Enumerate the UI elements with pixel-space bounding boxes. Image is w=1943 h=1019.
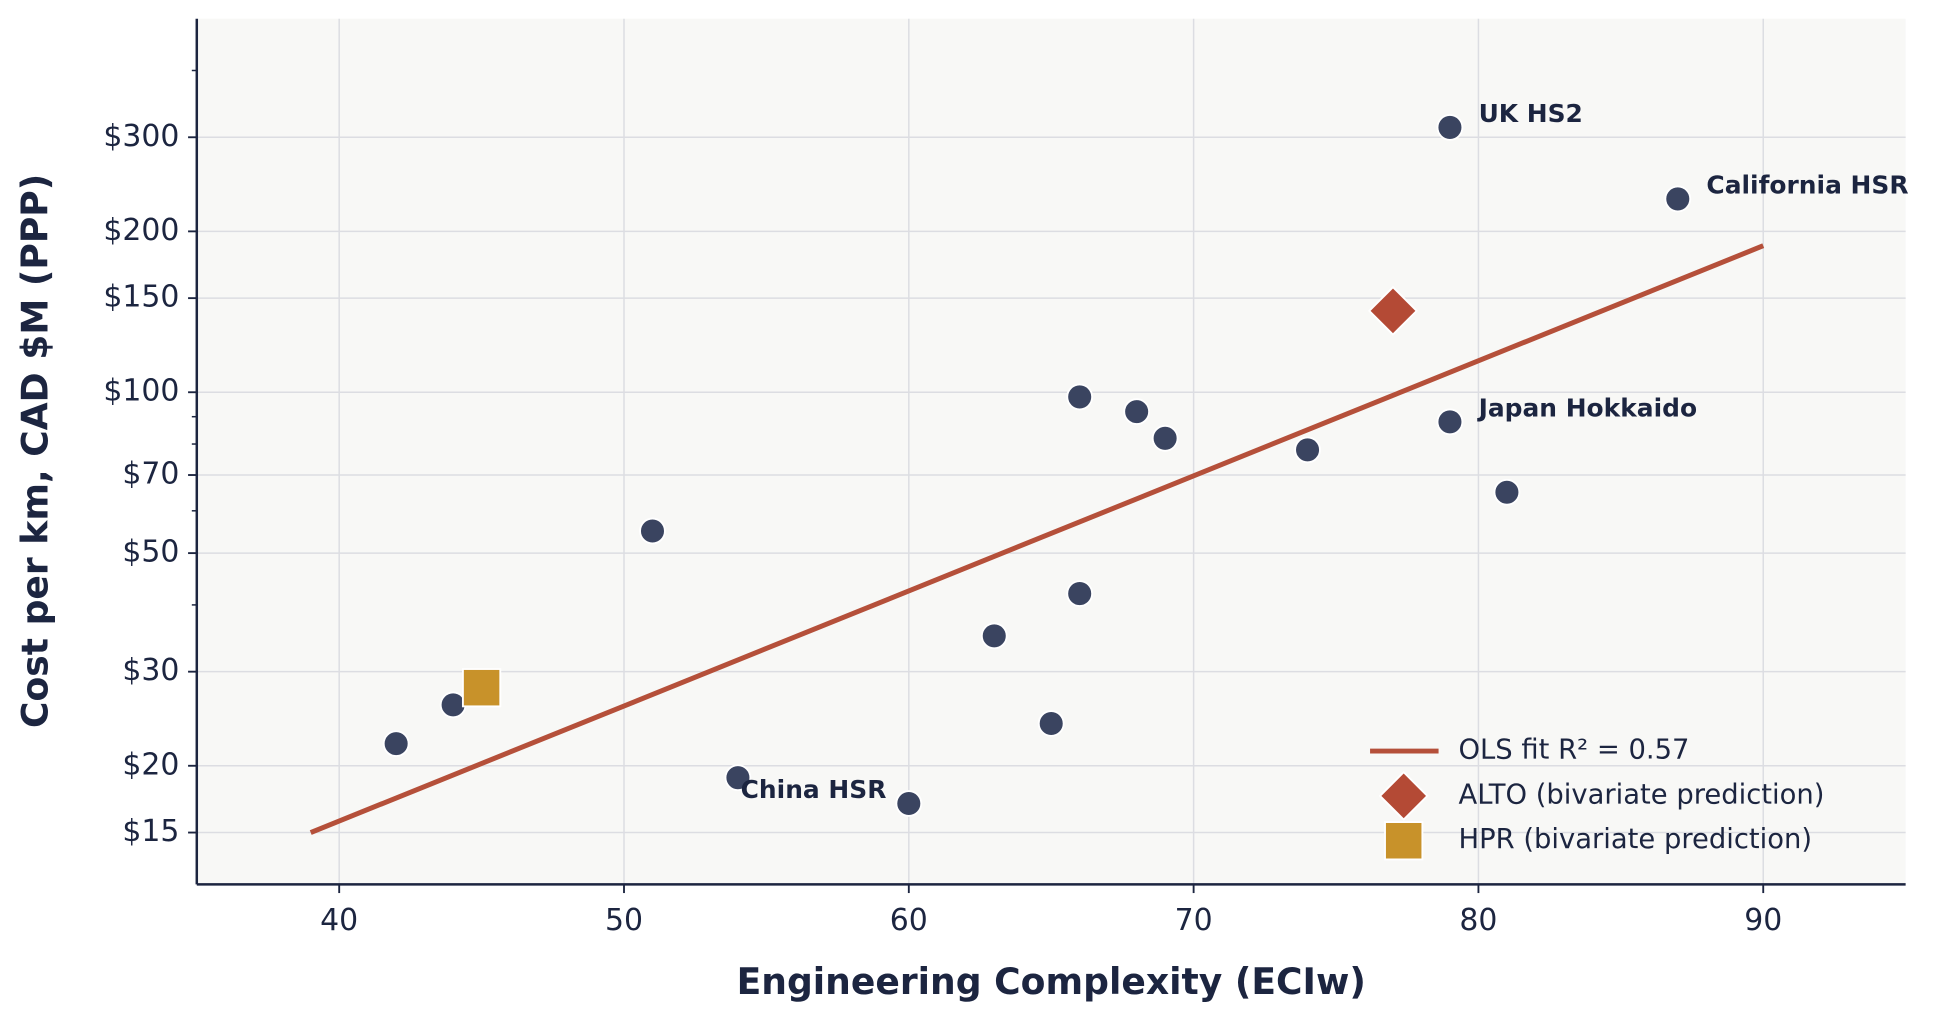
- point: [1037, 710, 1065, 737]
- grid: [188, 18, 1906, 894]
- point: [382, 730, 410, 758]
- y-axis-title: Cost per km, CAD $M (PPP): [13, 174, 56, 728]
- point: [1151, 424, 1179, 452]
- x-axis-title: Engineering Complexity (ECIw): [737, 960, 1366, 1003]
- legend-label: OLS fit R² = 0.57: [1458, 735, 1689, 766]
- point: [639, 517, 666, 545]
- legend: OLS fit R² = 0.57 ALTO (bivariate predict…: [1370, 735, 1824, 861]
- legend-label: HPR (bivariate prediction): [1458, 824, 1812, 855]
- fit-line: [309, 243, 1765, 835]
- point: [439, 691, 467, 719]
- point-label: UK HS2: [1479, 99, 1583, 128]
- point: [1436, 408, 1464, 436]
- square-point: [461, 668, 502, 708]
- x-tick-label: 60: [890, 903, 928, 938]
- square-point: [1384, 821, 1424, 861]
- diamond-point: [1378, 770, 1429, 821]
- x-tick-label: 80: [1459, 903, 1497, 938]
- point: [1436, 114, 1464, 141]
- point-label: Japan Hokkaido: [1477, 393, 1697, 422]
- marks: [309, 114, 1765, 835]
- x-tick-label: 40: [320, 903, 358, 938]
- y-tick-label: $150: [103, 280, 179, 315]
- point: [895, 790, 923, 817]
- plot-area: [196, 18, 1906, 885]
- point: [980, 622, 1008, 650]
- y-tick-label: $300: [103, 119, 179, 154]
- point: [1664, 185, 1692, 213]
- y-tick-label: $70: [122, 457, 179, 492]
- point: [1294, 436, 1321, 464]
- point: [1066, 580, 1094, 607]
- point: [724, 764, 752, 792]
- point-label: China HSR: [741, 775, 887, 804]
- x-tick-label: 70: [1175, 903, 1213, 938]
- y-tick-label: $50: [122, 535, 179, 570]
- legend-label: ALTO (bivariate prediction): [1458, 779, 1824, 810]
- x-tick-label: 50: [605, 903, 643, 938]
- y-tick-label: $200: [103, 213, 179, 248]
- point: [1123, 398, 1151, 425]
- y-tick-label: $100: [103, 374, 179, 409]
- x-tick-label: 90: [1744, 903, 1782, 938]
- point-label: California HSR: [1706, 170, 1908, 199]
- diamond-point: [1367, 285, 1418, 336]
- y-tick-label: $15: [122, 814, 179, 849]
- y-tick-label: $30: [122, 653, 179, 688]
- point: [1066, 383, 1094, 411]
- point: [1493, 478, 1521, 506]
- y-tick-label: $20: [122, 747, 179, 782]
